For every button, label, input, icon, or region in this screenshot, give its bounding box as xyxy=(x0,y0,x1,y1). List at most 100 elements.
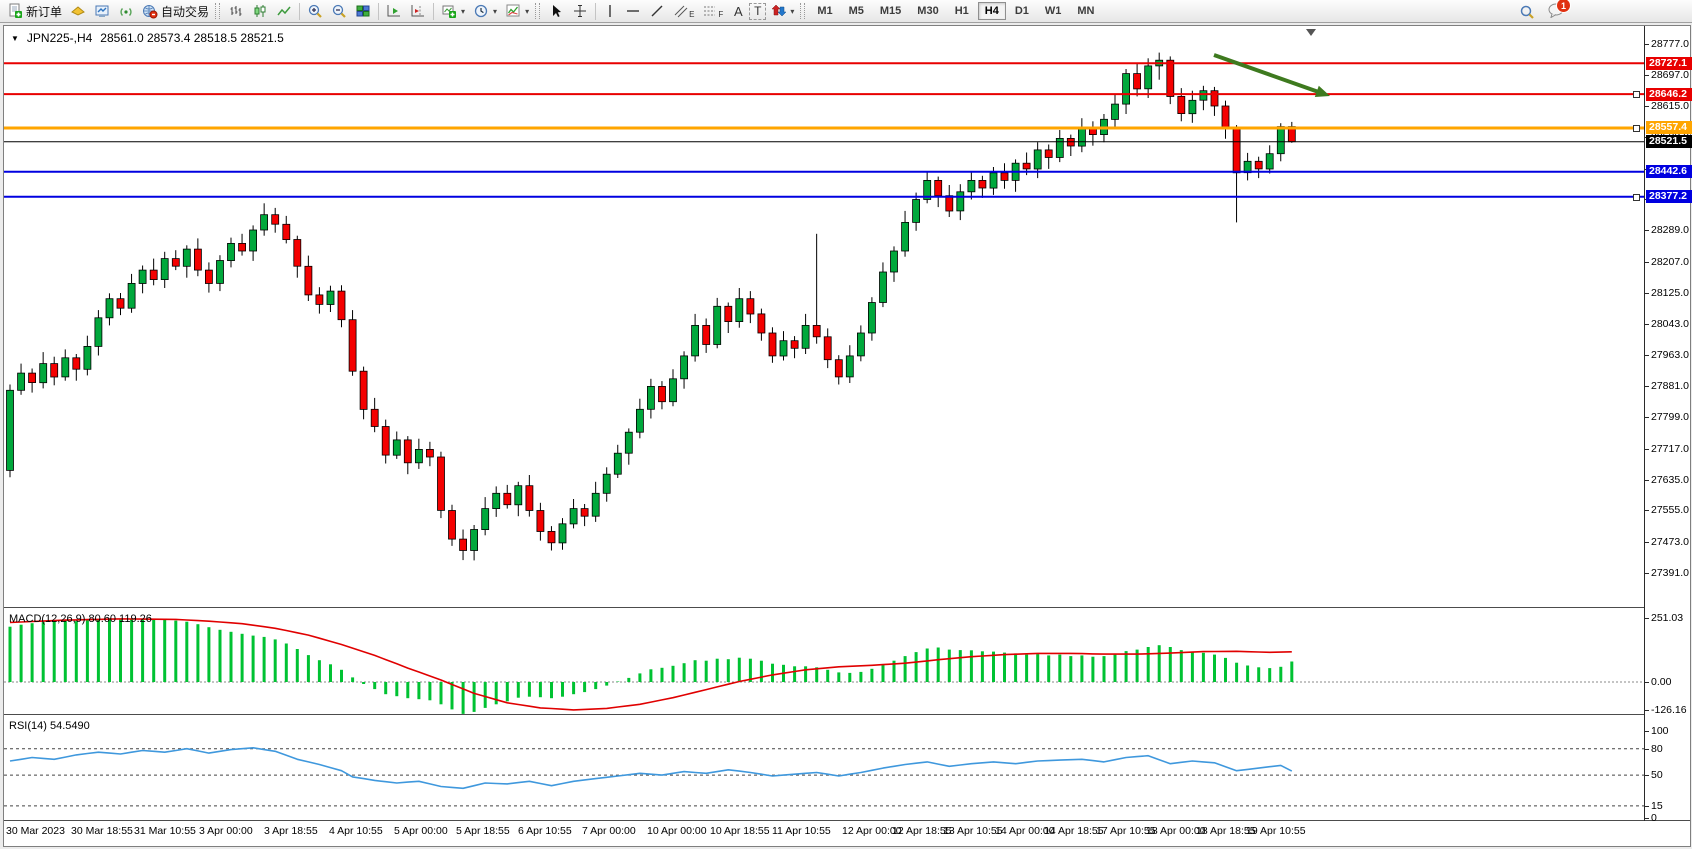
candle-body xyxy=(50,363,59,378)
candle-body xyxy=(315,294,324,305)
price-tick-mark xyxy=(1645,230,1649,231)
text-tool-icon: A xyxy=(733,3,743,19)
chart-shift-button[interactable] xyxy=(406,1,430,22)
equidistant-channel-tool[interactable]: E xyxy=(669,1,698,22)
tile-windows-button[interactable] xyxy=(351,1,375,22)
arrows-dropdown[interactable]: ▾ xyxy=(766,1,798,22)
vertical-line-tool[interactable] xyxy=(599,1,621,22)
trendline-tool[interactable] xyxy=(645,1,669,22)
date-tick-label: 6 Apr 10:55 xyxy=(518,825,572,837)
cursor-button[interactable] xyxy=(544,1,568,22)
candlestick-chart-button[interactable] xyxy=(248,1,272,22)
crosshair-button[interactable] xyxy=(568,1,592,22)
candle-body xyxy=(392,439,401,456)
price-axis-border[interactable] xyxy=(1644,26,1645,821)
candle-body xyxy=(967,179,976,193)
timeframe-button-mn[interactable]: MN xyxy=(1077,5,1095,17)
text-tool[interactable]: A xyxy=(727,1,749,22)
terminal-button[interactable] xyxy=(90,1,114,22)
dropdown-arrow-icon: ▾ xyxy=(493,6,498,16)
timeframe-button-m30[interactable]: M30 xyxy=(917,5,939,17)
chat-badge: 1 xyxy=(1556,0,1571,13)
candle-body xyxy=(193,248,202,271)
new-order-button[interactable]: 新订单 xyxy=(3,1,66,22)
macd-plot[interactable] xyxy=(4,610,1644,714)
text-label-tool[interactable]: T xyxy=(749,2,767,20)
candle-body xyxy=(558,523,567,544)
candle-body xyxy=(912,199,920,223)
timeframe-button-h4[interactable]: H4 xyxy=(977,2,1006,20)
date-tick-label: 5 Apr 00:00 xyxy=(394,825,448,837)
candle-body xyxy=(17,372,26,391)
timeframe-button-m1[interactable]: M1 xyxy=(817,5,833,17)
indicators-dropdown[interactable]: ▾ xyxy=(501,1,533,22)
search-button[interactable] xyxy=(1515,1,1539,22)
price-tick-mark xyxy=(1645,355,1649,356)
candle-body xyxy=(580,508,589,517)
symbol-period-label: JPN225-,H4 xyxy=(26,31,93,45)
candle-body xyxy=(724,305,733,322)
candle-body xyxy=(425,448,434,458)
date-tick-label: 5 Apr 18:55 xyxy=(456,825,510,837)
price-tick: 27635.0 xyxy=(1651,474,1689,486)
metaeditor-button[interactable] xyxy=(66,1,90,22)
date-tick-label: 13 Apr 10:55 xyxy=(943,825,1003,837)
crosshair-icon xyxy=(574,5,587,17)
line-drag-handle[interactable] xyxy=(1633,194,1640,201)
price-tick-mark xyxy=(1645,44,1649,45)
candle-body xyxy=(1022,162,1031,170)
date-tick-label: 18 Apr 18:55 xyxy=(1196,825,1256,837)
date-tick-label: 30 Mar 18:55 xyxy=(71,825,133,837)
period-dropdown[interactable]: ▾ xyxy=(469,1,501,22)
rsi-plot[interactable] xyxy=(4,717,1644,820)
symbol-dropdown-icon[interactable]: ▼ xyxy=(11,33,19,43)
main-chart-plot[interactable] xyxy=(4,27,1644,607)
new-chart-dropdown[interactable]: ▾ xyxy=(437,1,469,22)
toolbar-grip[interactable] xyxy=(800,3,806,19)
line-drag-handle[interactable] xyxy=(1633,125,1640,132)
candle-body xyxy=(812,324,821,338)
timeframe-button-h1[interactable]: H1 xyxy=(954,5,969,17)
zoom-out-icon xyxy=(332,4,346,18)
timeframe-button-m15[interactable]: M15 xyxy=(879,5,902,17)
auto-scroll-button[interactable] xyxy=(382,1,406,22)
candle-body xyxy=(569,508,578,525)
zoom-out-button[interactable] xyxy=(327,1,351,22)
candle-body xyxy=(514,485,523,506)
rsi-tick-mark xyxy=(1645,806,1649,807)
timeframe-button-w1[interactable]: W1 xyxy=(1044,5,1062,17)
candle-body xyxy=(127,282,136,309)
date-tick-label: 3 Apr 00:00 xyxy=(199,825,253,837)
signals-button[interactable] xyxy=(114,1,138,22)
candle-body xyxy=(39,363,48,384)
horizontal-line-tool[interactable] xyxy=(621,1,645,22)
candle-body xyxy=(823,336,832,361)
timeframe-button-d1[interactable]: D1 xyxy=(1014,5,1029,17)
macd-tick: 251.03 xyxy=(1651,612,1684,624)
new-chart-icon xyxy=(442,5,457,18)
bar-chart-button[interactable] xyxy=(224,1,248,22)
ohlc-readout: 28561.0 28573.4 28518.5 28521.5 xyxy=(100,31,284,45)
toolbar-separator xyxy=(433,2,435,20)
toolbar-grip[interactable] xyxy=(215,3,221,19)
candle-body xyxy=(1221,105,1230,130)
price-tick: 28697.0 xyxy=(1651,69,1689,81)
fibonacci-tool[interactable]: F xyxy=(698,1,727,22)
vertical-line-icon xyxy=(609,5,611,17)
candle-body xyxy=(735,298,744,323)
candle-body xyxy=(370,408,379,427)
line-drag-handle[interactable] xyxy=(1633,91,1640,98)
line-chart-button[interactable] xyxy=(272,1,296,22)
autotrading-button[interactable]: 自动交易 xyxy=(138,1,213,22)
candle-body xyxy=(713,305,722,345)
toolbar-grip[interactable] xyxy=(535,3,541,19)
candle-body xyxy=(868,302,876,334)
date-tick-label: 3 Apr 18:55 xyxy=(264,825,318,837)
zoom-in-button[interactable] xyxy=(303,1,327,22)
autotrading-label: 自动交易 xyxy=(161,4,210,19)
candle-body xyxy=(647,385,655,410)
candle-body xyxy=(901,221,909,252)
candle-body xyxy=(536,510,545,532)
chat-button[interactable]: 1 xyxy=(1543,0,1571,22)
timeframe-button-m5[interactable]: M5 xyxy=(848,5,864,17)
